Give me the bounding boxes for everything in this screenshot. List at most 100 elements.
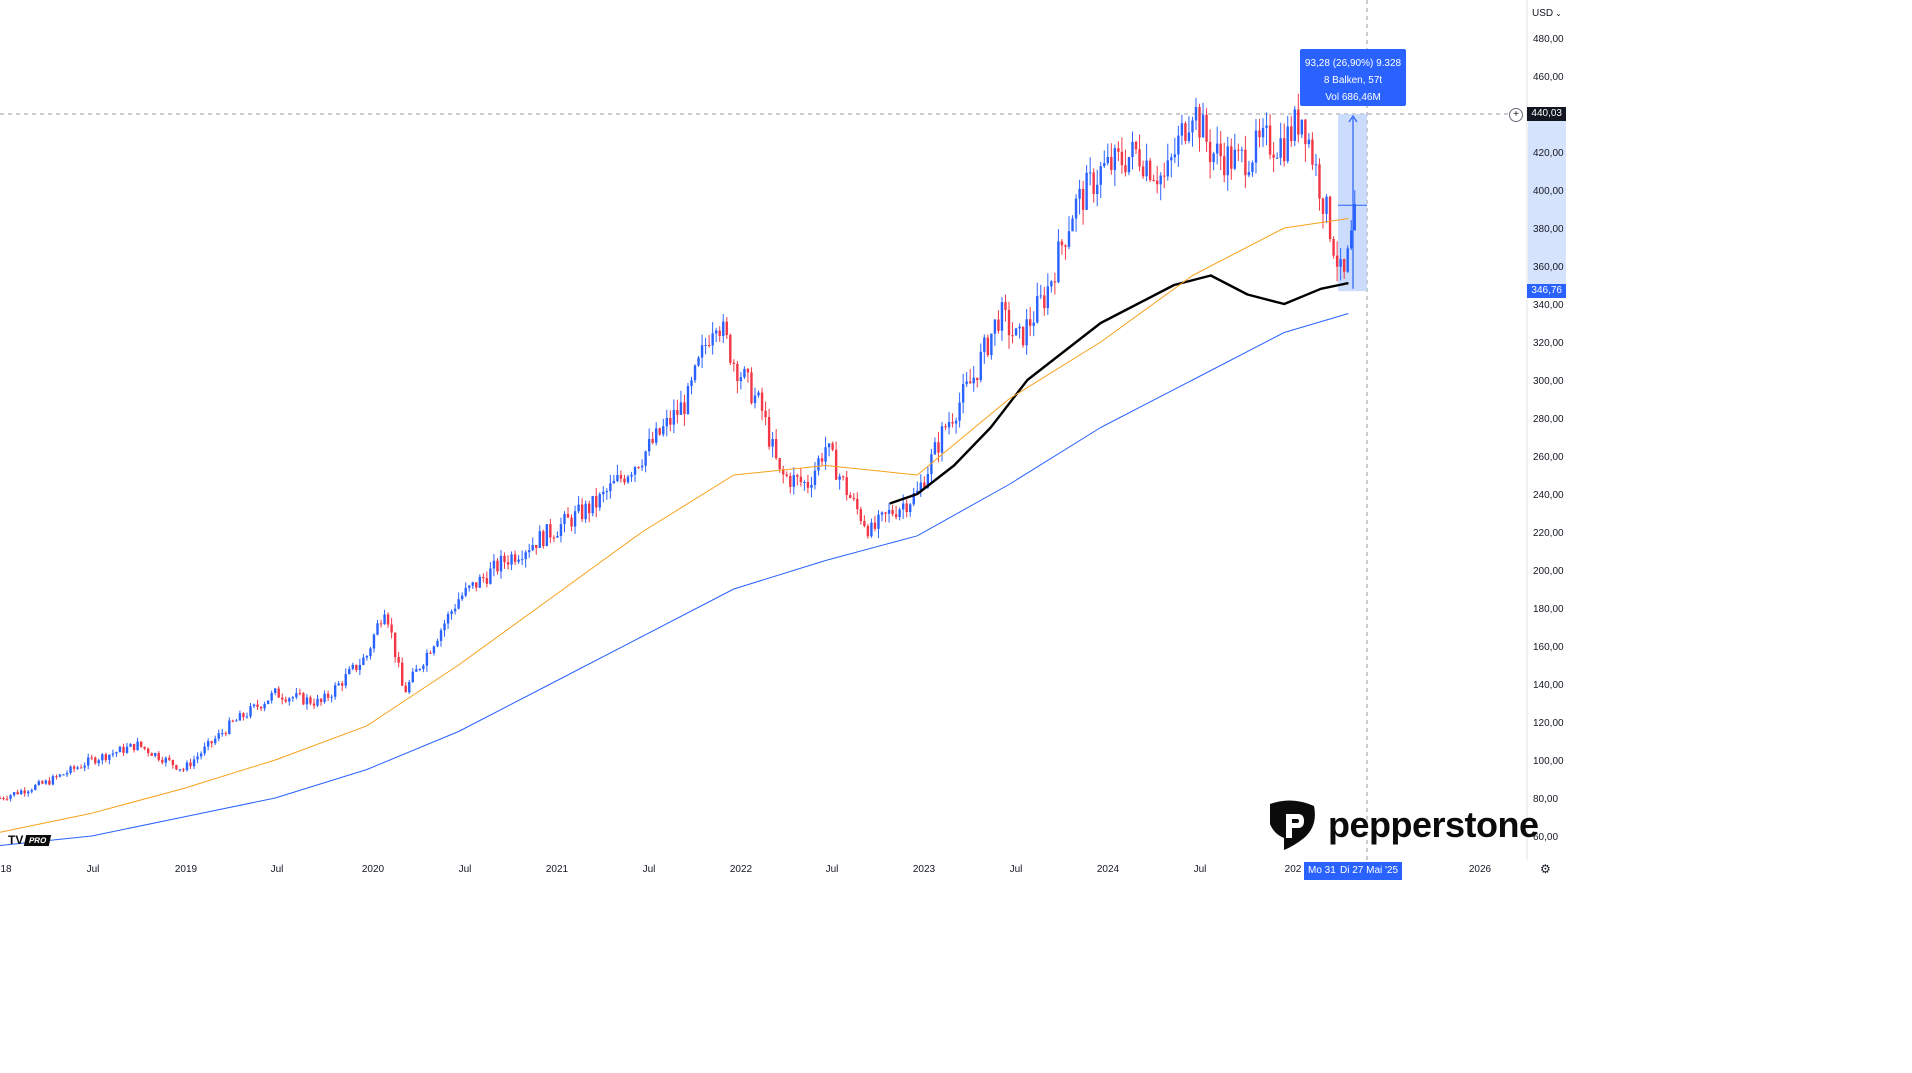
candle-body: [803, 482, 806, 484]
candle-body: [849, 495, 852, 498]
candle-body: [281, 697, 284, 700]
candle-body: [422, 665, 425, 669]
candle-body: [1247, 172, 1251, 176]
x-tick-label: Jul: [1010, 864, 1023, 875]
candle-body: [231, 720, 235, 722]
candle-body: [62, 774, 65, 776]
ma-line-black: [889, 274, 1349, 505]
candle-body: [1007, 309, 1011, 336]
candle-body: [993, 319, 997, 334]
price-chart[interactable]: 480,00460,00440,00420,00400,00380,00360,…: [0, 0, 1568, 880]
candle-body: [619, 475, 623, 479]
y-tick-label: 380,00: [1533, 224, 1564, 235]
candle-body: [602, 491, 605, 495]
candle-body: [930, 454, 933, 475]
candle-body: [362, 657, 365, 665]
candle-body: [358, 664, 362, 670]
y-tick-label: 340,00: [1533, 300, 1564, 311]
candle-body: [206, 741, 210, 747]
candle-body: [1004, 302, 1007, 310]
candle-body: [372, 634, 376, 649]
candle-body: [1039, 295, 1042, 297]
candle-body: [789, 475, 792, 487]
candle-body: [662, 426, 665, 435]
candle-body: [51, 776, 55, 785]
candle-body: [556, 535, 559, 538]
candle-body: [263, 703, 266, 709]
candle-body: [506, 562, 510, 565]
candle-body: [30, 789, 33, 792]
candle-body: [478, 576, 482, 588]
candle-body: [309, 697, 312, 704]
tooltip-change: 93,28 (26,90%) 9.328: [1304, 58, 1402, 69]
candle-body: [83, 765, 86, 768]
candle-body: [1057, 241, 1060, 283]
candle-body: [217, 733, 220, 739]
candle-body: [136, 741, 139, 751]
candle-body: [880, 512, 884, 515]
candle-body: [753, 395, 757, 404]
y-tick-label: 160,00: [1533, 642, 1564, 653]
candle-body: [1194, 107, 1198, 121]
gear-icon[interactable]: ⚙: [1540, 862, 1551, 876]
candle-body: [252, 704, 256, 707]
candle-body: [665, 417, 668, 427]
pepperstone-mark-icon: [1270, 800, 1315, 850]
candle-body: [651, 438, 654, 443]
candle-body: [1293, 109, 1296, 142]
candle-body: [937, 442, 940, 453]
candle-body: [640, 465, 644, 468]
candle-body: [199, 753, 203, 757]
candle-body: [1018, 326, 1021, 329]
candle-body: [824, 447, 827, 462]
candle-body: [799, 476, 803, 483]
candle-body: [884, 512, 887, 514]
candle-body: [97, 760, 100, 764]
candle-body: [439, 630, 443, 641]
candle-body: [1078, 188, 1081, 199]
candle-body: [2, 798, 5, 800]
candle-body: [1261, 127, 1265, 138]
candle-body: [383, 614, 386, 625]
candle-body: [94, 757, 97, 764]
candle-body: [355, 664, 358, 670]
candle-body: [1106, 156, 1109, 164]
candle-body: [1141, 166, 1145, 177]
candle-body: [101, 754, 104, 761]
candle-body: [450, 611, 453, 614]
candle-body: [400, 662, 404, 686]
candle-body: [150, 753, 153, 756]
candle-body: [1353, 203, 1356, 231]
candle-body: [379, 623, 383, 625]
candle-body: [1254, 130, 1258, 163]
candle-body: [122, 746, 125, 753]
tooltip-volume: Vol 686,46M: [1325, 92, 1381, 103]
candle-body: [259, 706, 263, 709]
candle-body: [1155, 180, 1159, 185]
candle-body: [1311, 139, 1314, 165]
candle-body: [1314, 164, 1318, 166]
candle-body: [834, 449, 838, 480]
candle-body: [566, 513, 570, 518]
x-tick-label: 202: [1285, 864, 1302, 875]
candle-body: [76, 767, 79, 769]
candle-body: [986, 337, 990, 356]
axis-range-highlight: [1528, 114, 1566, 292]
candle-body: [44, 780, 48, 784]
candle-body: [1103, 163, 1106, 167]
candle-body: [386, 614, 390, 625]
candle-body: [23, 790, 26, 794]
candle-body: [923, 482, 926, 488]
currency-selector[interactable]: USD ⌄: [1532, 8, 1562, 19]
candle-body: [785, 474, 788, 476]
plus-icon[interactable]: +: [1509, 108, 1523, 122]
y-tick-label: 460,00: [1533, 72, 1564, 83]
candle-body: [1117, 148, 1120, 152]
candle-body: [189, 762, 192, 767]
y-tick-label: 360,00: [1533, 262, 1564, 273]
candle-body: [722, 321, 725, 336]
candle-body: [418, 668, 422, 670]
candle-body: [270, 693, 273, 701]
candle-body: [510, 554, 513, 565]
candle-body: [1011, 335, 1014, 337]
